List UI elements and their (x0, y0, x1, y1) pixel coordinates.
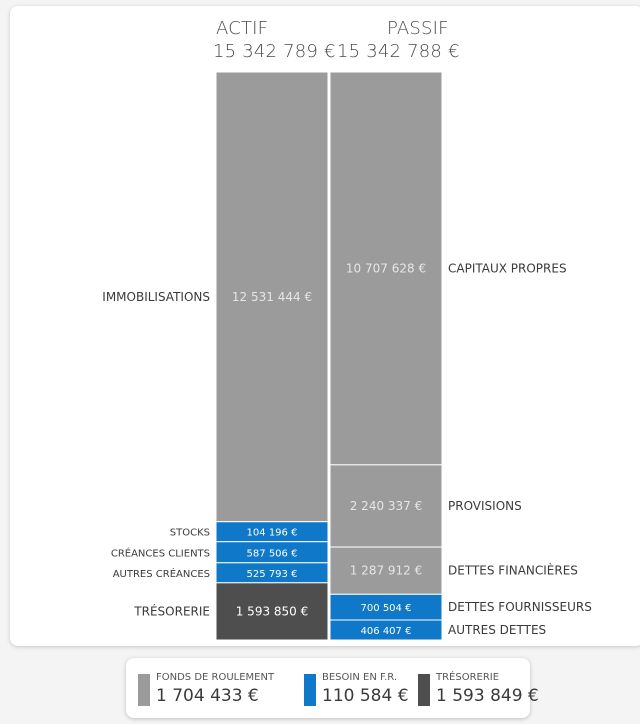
category-label-dettes-financieres: DETTES FINANCIÈRES (448, 563, 578, 578)
value-label-dettes-financieres: 1 287 912 € (350, 564, 423, 578)
legend-swatch (418, 674, 430, 706)
bar-actif (216, 72, 328, 640)
legend-swatch (138, 674, 150, 706)
category-label-stocks: STOCKS (170, 528, 210, 539)
bar-passif (330, 72, 442, 640)
category-label-autres-dettes: AUTRES DETTES (448, 623, 546, 637)
value-label-capitaux-propres: 10 707 628 € (346, 261, 426, 275)
legend-value: 1 593 849 € (436, 686, 539, 706)
value-label-immobilisations: 12 531 444 € (232, 290, 312, 304)
value-label-tresorerie: 1 593 850 € (236, 604, 309, 618)
legend-label: BESOIN EN F.R. (322, 672, 398, 683)
category-label-dettes-fournisseurs: DETTES FOURNISSEURS (448, 600, 592, 614)
value-label-autres-creances: 525 793 € (247, 569, 298, 580)
legend-label: FONDS DE ROULEMENT (156, 672, 275, 683)
category-label-tresorerie: TRÉSORERIE (133, 603, 210, 618)
legend-value: 110 584 € (322, 686, 409, 706)
legend-swatch (304, 674, 316, 706)
value-label-autres-dettes: 406 407 € (361, 626, 412, 637)
passif-total: 15 342 788 € (337, 41, 460, 62)
segment-tresorerie (216, 582, 328, 640)
category-label-creances-clients: CRÉANCES CLIENTS (111, 546, 210, 559)
actif-total: 15 342 789 € (213, 41, 336, 62)
value-label-creances-clients: 587 506 € (247, 548, 298, 559)
segment-capitaux-propres (330, 72, 442, 466)
actif-title: ACTIF (216, 18, 269, 39)
category-label-provisions: PROVISIONS (448, 499, 522, 513)
category-label-autres-creances: AUTRES CRÉANCES (113, 567, 210, 580)
value-label-stocks: 104 196 € (247, 528, 298, 539)
segment-dettes-financieres (330, 546, 442, 595)
segment-dettes-fournisseurs (330, 593, 442, 621)
passif-title: PASSIF (387, 18, 449, 39)
category-label-capitaux-propres: CAPITAUX PROPRES (448, 261, 567, 275)
value-label-provisions: 2 240 337 € (350, 499, 423, 513)
category-label-immobilisations: IMMOBILISATIONS (102, 290, 210, 304)
segment-autres-dettes (330, 619, 442, 640)
legend: FONDS DE ROULEMENT 1 704 433 € BESOIN EN… (126, 658, 539, 718)
legend-label: TRÉSORERIE (436, 672, 500, 683)
legend-value: 1 704 433 € (156, 686, 259, 706)
value-label-dettes-fournisseurs: 700 504 € (361, 603, 412, 614)
